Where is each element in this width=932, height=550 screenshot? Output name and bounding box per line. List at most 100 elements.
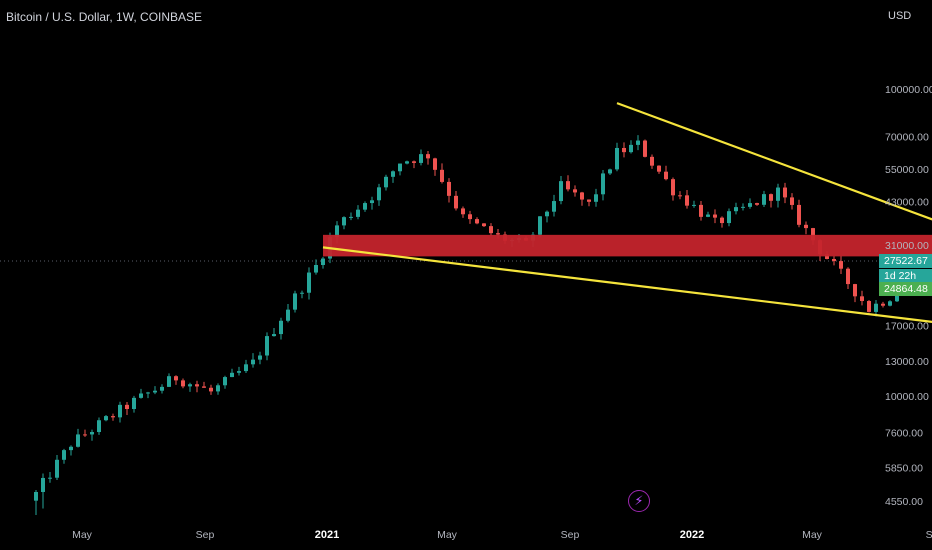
candle-body bbox=[384, 176, 388, 188]
candle-body bbox=[398, 163, 402, 172]
candle-body bbox=[258, 355, 262, 360]
currency-label: USD bbox=[888, 10, 912, 22]
candle-body bbox=[83, 434, 87, 436]
candle-body bbox=[888, 301, 892, 306]
candle-body bbox=[97, 420, 101, 433]
candle-body bbox=[790, 197, 794, 205]
candle-body bbox=[111, 416, 115, 418]
y-tick-label: 17000.00 bbox=[885, 320, 929, 332]
y-tick-label: 70000.00 bbox=[885, 132, 929, 144]
candle-body bbox=[489, 226, 493, 234]
candle-body bbox=[244, 364, 248, 372]
y-tick-label: 5850.00 bbox=[885, 462, 923, 474]
trendline-2 bbox=[322, 246, 932, 323]
candle-body bbox=[468, 214, 472, 220]
candle-body bbox=[447, 181, 451, 196]
y-tick-label: 7600.00 bbox=[885, 428, 923, 440]
candle-body bbox=[811, 228, 815, 241]
candle-body bbox=[62, 450, 66, 460]
x-tick-label: Sep bbox=[561, 529, 580, 541]
candle-body bbox=[146, 392, 150, 394]
candle-body bbox=[545, 211, 549, 217]
candle-body bbox=[671, 179, 675, 196]
candle-body bbox=[90, 432, 94, 435]
candle-body bbox=[643, 140, 647, 157]
x-tick-label: 2022 bbox=[680, 529, 704, 541]
candle-body bbox=[300, 292, 304, 294]
candle-body bbox=[594, 194, 598, 202]
candle-body bbox=[650, 156, 654, 166]
candle-body bbox=[804, 224, 808, 229]
candle-body bbox=[720, 217, 724, 224]
x-tick-label: Sep bbox=[926, 529, 932, 541]
candle-body bbox=[580, 192, 584, 200]
symbol-title: Bitcoin / U.S. Dollar, 1W, COINBASE bbox=[6, 10, 203, 24]
candle-body bbox=[636, 140, 640, 145]
candle-body bbox=[622, 147, 626, 153]
candle-body bbox=[412, 161, 416, 163]
candle-body bbox=[55, 459, 59, 478]
candle-body bbox=[230, 372, 234, 378]
candle-body bbox=[363, 203, 367, 210]
candle-body bbox=[559, 181, 563, 202]
candle-body bbox=[727, 211, 731, 224]
candle-body bbox=[601, 173, 605, 195]
candle-body bbox=[678, 195, 682, 197]
candle-body bbox=[783, 187, 787, 198]
candle-body bbox=[881, 303, 885, 306]
y-tick-label: 4550.00 bbox=[885, 496, 923, 508]
lightning-icon[interactable]: ⚡ bbox=[628, 490, 650, 512]
drawings bbox=[322, 102, 932, 323]
current-price-value: 27522.67 bbox=[884, 255, 928, 268]
candle-body bbox=[377, 187, 381, 201]
candle-body bbox=[342, 217, 346, 226]
candle-body bbox=[615, 147, 619, 170]
y-tick-label: 31000.00 bbox=[885, 240, 929, 252]
candle-body bbox=[202, 386, 206, 388]
candle-body bbox=[776, 187, 780, 201]
candle-body bbox=[125, 404, 129, 410]
candle-body bbox=[496, 233, 500, 235]
candle-body bbox=[419, 154, 423, 163]
x-tick-label: May bbox=[802, 529, 823, 541]
y-tick-label: 13000.00 bbox=[885, 356, 929, 368]
candle-body bbox=[475, 219, 479, 224]
countdown-value: 1d 22h bbox=[884, 270, 917, 283]
candle-body bbox=[832, 258, 836, 262]
trendline-1 bbox=[616, 102, 932, 221]
candle-body bbox=[741, 206, 745, 208]
candle-body bbox=[839, 261, 843, 269]
price-axis: 100000.00 70000.00 55000.00 43000.00 31000.0… bbox=[885, 84, 932, 508]
candle-body bbox=[153, 390, 157, 393]
candle-body bbox=[132, 397, 136, 410]
candle-body bbox=[349, 216, 353, 218]
candle-body bbox=[251, 359, 255, 365]
candle-body bbox=[874, 303, 878, 312]
candle-body bbox=[356, 209, 360, 217]
candle-body bbox=[426, 154, 430, 159]
candle-body bbox=[440, 169, 444, 182]
candle-body bbox=[748, 203, 752, 207]
secondary-price-value: 24864.48 bbox=[884, 282, 928, 295]
x-tick-label: 2021 bbox=[315, 529, 339, 541]
candle-body bbox=[237, 371, 241, 373]
current-price-tag: 27522.67 bbox=[879, 254, 932, 269]
candle-body bbox=[769, 194, 773, 201]
candle-body bbox=[167, 376, 171, 387]
candle-body bbox=[713, 214, 717, 218]
time-axis: MaySep2021MaySep2022MaySep2023MaySep2024… bbox=[72, 529, 932, 541]
candle-body bbox=[76, 434, 80, 447]
candle-body bbox=[118, 404, 122, 418]
candle-body bbox=[279, 320, 283, 335]
candle-body bbox=[321, 258, 325, 265]
x-tick-label: Sep bbox=[196, 529, 215, 541]
candle-body bbox=[265, 336, 269, 356]
candle-body bbox=[699, 204, 703, 217]
candle-body bbox=[160, 386, 164, 391]
candle-body bbox=[433, 158, 437, 170]
candle-body bbox=[629, 144, 633, 153]
candle-body bbox=[34, 491, 38, 501]
